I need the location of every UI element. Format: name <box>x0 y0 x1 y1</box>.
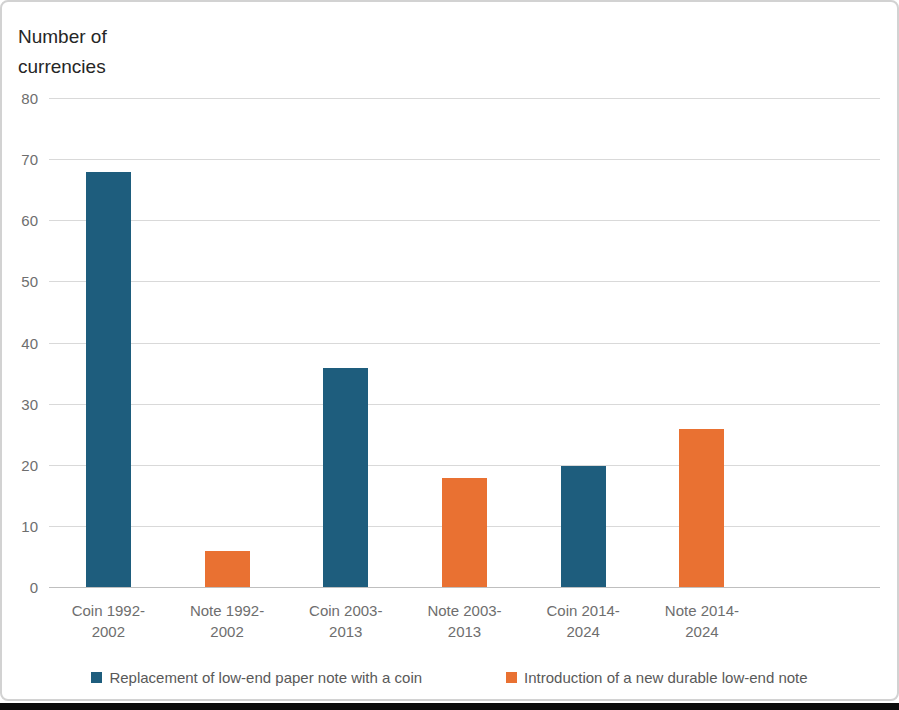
x-tick-label-coin-2003-2013: Coin 2003-2013 <box>286 600 405 642</box>
gridline-20 <box>49 465 880 466</box>
gridline-40 <box>49 343 880 344</box>
legend-label-note: Introduction of a new durable low-end no… <box>524 669 808 686</box>
gridline-80 <box>49 98 880 99</box>
gridline-60 <box>49 220 880 221</box>
x-axis-tick-labels: Coin 1992-2002Note 1992-2002Coin 2003-20… <box>49 600 880 648</box>
y-tick-label-60: 60 <box>21 212 38 230</box>
y-tick-label-80: 80 <box>21 90 38 108</box>
chart-card: Number of currencies 80 70 60 50 40 30 20 10 0 C… <box>0 0 899 701</box>
gridline-30 <box>49 404 880 405</box>
legend-label-coin: Replacement of low-end paper note with a… <box>109 669 422 686</box>
bar-note-2003-2013[interactable] <box>442 478 487 587</box>
y-axis-title: Number of currencies <box>18 22 148 82</box>
legend-swatch-coin <box>91 672 102 683</box>
bar-coin-1992-2002[interactable] <box>86 172 131 587</box>
gridline-70 <box>49 159 880 160</box>
y-tick-label-40: 40 <box>21 335 38 353</box>
x-tick-label-note-2003-2013: Note 2003-2013 <box>405 600 524 642</box>
gridline-50 <box>49 281 880 282</box>
bar-note-1992-2002[interactable] <box>205 551 250 587</box>
bar-note-2014-2024[interactable] <box>679 429 724 587</box>
y-tick-label-10: 10 <box>21 518 38 536</box>
y-tick-label-70: 70 <box>21 151 38 169</box>
bar-coin-2003-2013[interactable] <box>323 368 368 587</box>
x-tick-label-note-1992-2002: Note 1992-2002 <box>168 600 287 642</box>
plot-area <box>49 99 880 588</box>
x-tick-label-coin-2014-2024: Coin 2014-2024 <box>524 600 643 642</box>
legend-swatch-note <box>506 672 517 683</box>
x-axis-line <box>49 587 880 588</box>
legend: Replacement of low-end paper note with a… <box>2 664 897 690</box>
y-tick-label-30: 30 <box>21 396 38 414</box>
bar-coin-2014-2024[interactable] <box>561 466 606 587</box>
y-axis-tick-labels: 80706050403020100 <box>8 99 38 588</box>
legend-item-note[interactable]: Introduction of a new durable low-end no… <box>506 669 808 686</box>
x-tick-label-coin-1992-2002: Coin 1992-2002 <box>49 600 168 642</box>
y-tick-label-20: 20 <box>21 457 38 475</box>
window-bottom-edge <box>0 703 899 710</box>
y-tick-label-50: 50 <box>21 273 38 291</box>
x-tick-label-note-2014-2024: Note 2014-2024 <box>643 600 762 642</box>
legend-item-coin[interactable]: Replacement of low-end paper note with a… <box>91 669 422 686</box>
y-tick-label-0: 0 <box>30 579 38 597</box>
